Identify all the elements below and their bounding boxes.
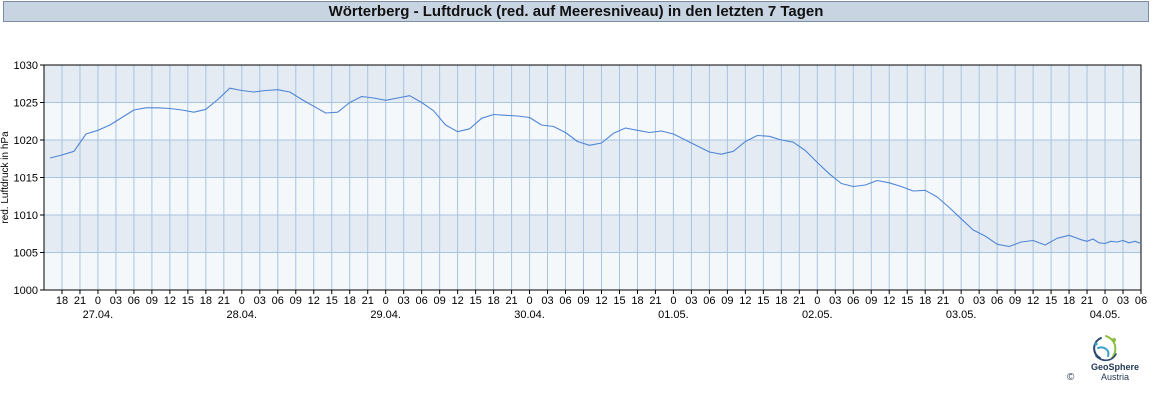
x-tick-label: 18 xyxy=(344,295,356,307)
x-tick-label: 18 xyxy=(1063,295,1075,307)
plot-band xyxy=(44,65,1141,103)
x-tick-label: 09 xyxy=(577,295,589,307)
x-tick-label: 21 xyxy=(937,295,949,307)
plot-band xyxy=(44,140,1141,178)
x-tick-label: 15 xyxy=(901,295,913,307)
x-tick-label: 06 xyxy=(128,295,140,307)
x-tick-label: 06 xyxy=(416,295,428,307)
x-tick-label: 06 xyxy=(272,295,284,307)
plot-band xyxy=(44,102,1141,140)
plot-band xyxy=(44,252,1141,290)
plot-band xyxy=(44,215,1141,253)
x-tick-label: 18 xyxy=(631,295,643,307)
y-tick-label: 1000 xyxy=(14,285,38,297)
date-label: 04.05. xyxy=(1090,309,1121,321)
x-tick-label: 12 xyxy=(883,295,895,307)
x-tick-label: 0 xyxy=(1102,295,1108,307)
date-label: 03.05. xyxy=(946,309,977,321)
x-tick-label: 15 xyxy=(757,295,769,307)
x-tick-label: 06 xyxy=(559,295,571,307)
date-label: 02.05. xyxy=(802,309,833,321)
x-tick-label: 12 xyxy=(739,295,751,307)
x-tick-label: 09 xyxy=(865,295,877,307)
x-tick-label: 03 xyxy=(541,295,553,307)
x-tick-label: 06 xyxy=(847,295,859,307)
series-group xyxy=(49,87,1142,248)
plot-bands xyxy=(44,65,1141,290)
chart-title: Wörterberg - Luftdruck (red. auf Meeresn… xyxy=(328,3,824,20)
chart-title-bar: Wörterberg - Luftdruck (red. auf Meeresn… xyxy=(3,1,1149,22)
x-tick-label: 15 xyxy=(1045,295,1057,307)
x-tick-label: 15 xyxy=(182,295,194,307)
x-tick-label: 21 xyxy=(362,295,374,307)
x-tick-label: 12 xyxy=(1027,295,1039,307)
x-tick-label: 03 xyxy=(973,295,985,307)
x-tick-label: 0 xyxy=(670,295,676,307)
date-label: 27.04. xyxy=(83,309,114,321)
date-label: 30.04. xyxy=(514,309,545,321)
x-tick-label: 21 xyxy=(793,295,805,307)
y-tick-label: 1005 xyxy=(14,248,38,260)
date-label: 01.05. xyxy=(658,309,689,321)
brand-subname: Austria xyxy=(1100,372,1129,382)
x-tick-label: 0 xyxy=(383,295,389,307)
x-tick-label: 15 xyxy=(469,295,481,307)
x-tick-label: 12 xyxy=(451,295,463,307)
date-label: 28.04. xyxy=(227,309,258,321)
x-tick-label: 0 xyxy=(958,295,964,307)
x-tick-label: 03 xyxy=(685,295,697,307)
y-tick-label: 1025 xyxy=(14,98,38,110)
x-axis-date-labels: 27.04. 28.04. 29.04. 30.04. 01.05. 02.05. 03.0… xyxy=(83,309,1121,321)
x-tick-label: 03 xyxy=(398,295,410,307)
x-tick-label: 21 xyxy=(505,295,517,307)
x-tick-label: 18 xyxy=(919,295,931,307)
x-tick-label: 12 xyxy=(308,295,320,307)
y-tick-label: 1010 xyxy=(14,210,38,222)
y-tick-label: 1020 xyxy=(14,135,38,147)
x-tick-label: 18 xyxy=(56,295,68,307)
x-tick-label: 06 xyxy=(991,295,1003,307)
x-tick-label: 09 xyxy=(290,295,302,307)
x-tick-label: 0 xyxy=(95,295,101,307)
x-tick-label: 06 xyxy=(1135,295,1147,307)
x-tick-label: 03 xyxy=(829,295,841,307)
x-axis-ticks: 18 21 0 03 06 09 12 15 18 21 0 03 06 09 12 15 18 21 0 03 06 0… xyxy=(56,290,1147,307)
x-tick-label: 12 xyxy=(164,295,176,307)
y-axis-ticks: 1000 1005 1010 1015 1020 1025 1030 xyxy=(14,60,44,297)
logo-text: GeoSphere Austria xyxy=(1082,362,1148,382)
x-tick-label: 03 xyxy=(254,295,266,307)
x-tick-label: 06 xyxy=(703,295,715,307)
date-label: 29.04. xyxy=(370,309,401,321)
x-tick-label: 15 xyxy=(326,295,338,307)
x-tick-label: 18 xyxy=(775,295,787,307)
x-tick-label: 0 xyxy=(814,295,820,307)
x-tick-label: 21 xyxy=(74,295,86,307)
y-tick-label: 1030 xyxy=(14,60,38,72)
x-tick-label: 03 xyxy=(1117,295,1129,307)
x-tick-label: 21 xyxy=(649,295,661,307)
x-tick-label: 0 xyxy=(526,295,532,307)
x-tick-label: 18 xyxy=(200,295,212,307)
copyright-mark: © xyxy=(1067,372,1075,383)
y-tick-label: 1015 xyxy=(14,173,38,185)
x-tick-label: 0 xyxy=(239,295,245,307)
x-tick-label: 21 xyxy=(218,295,230,307)
x-tick-label: 03 xyxy=(110,295,122,307)
plot-band xyxy=(44,177,1141,215)
brand-name: GeoSphere xyxy=(1090,362,1139,372)
x-tick-label: 09 xyxy=(434,295,446,307)
x-tick-label: 12 xyxy=(595,295,607,307)
geosphere-logo-icon xyxy=(1093,335,1117,362)
x-tick-label: 09 xyxy=(721,295,733,307)
pressure-series-line xyxy=(49,87,1142,248)
y-axis-label: red. Luftdruck in hPa xyxy=(0,131,11,224)
x-tick-label: 09 xyxy=(146,295,158,307)
x-tick-label: 15 xyxy=(613,295,625,307)
x-tick-label: 18 xyxy=(487,295,499,307)
x-tick-label: 09 xyxy=(1009,295,1021,307)
x-tick-label: 21 xyxy=(1081,295,1093,307)
